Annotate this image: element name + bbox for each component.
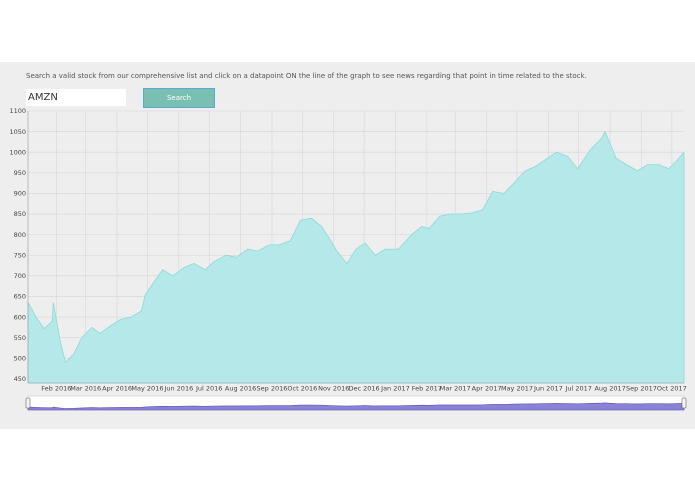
y-tick-label: 950 xyxy=(14,169,26,177)
y-tick-label: 850 xyxy=(14,210,26,218)
x-tick-label: Oct 2017 xyxy=(657,385,687,393)
x-tick-label: Nov 2016 xyxy=(318,385,349,393)
price-area xyxy=(27,130,685,384)
stock-search-input[interactable] xyxy=(26,89,126,106)
x-tick-label: Aug 2017 xyxy=(594,385,625,393)
y-tick-label: 700 xyxy=(14,272,26,280)
y-tick-label: 1050 xyxy=(9,128,26,136)
search-button[interactable]: Search xyxy=(143,88,215,108)
x-tick-label: May 2016 xyxy=(131,385,163,393)
y-tick-label: 500 xyxy=(14,354,26,362)
navigator-series xyxy=(27,402,685,411)
x-tick-label: Jul 2016 xyxy=(195,385,222,393)
instructions-text: Search a valid stock from our comprehens… xyxy=(26,72,587,80)
x-tick-label: May 2017 xyxy=(501,385,533,393)
y-tick-label: 800 xyxy=(14,231,26,239)
y-tick-label: 900 xyxy=(14,190,26,198)
x-tick-label: Oct 2016 xyxy=(287,385,317,393)
y-tick-label: 450 xyxy=(14,375,26,383)
x-tick-label: Jun 2016 xyxy=(163,385,193,393)
x-tick-label: Aug 2016 xyxy=(225,385,256,393)
x-tick-label: Jul 2017 xyxy=(564,385,591,393)
x-tick-label: Jan 2017 xyxy=(380,385,410,393)
y-tick-label: 750 xyxy=(14,251,26,259)
navigator-left-handle[interactable] xyxy=(25,397,31,409)
navigator-right-handle[interactable] xyxy=(681,397,687,409)
x-tick-label: Jun 2017 xyxy=(533,385,563,393)
y-tick-label: 1000 xyxy=(9,148,26,156)
x-tick-label: Mar 2017 xyxy=(440,385,471,393)
y-tick-label: 550 xyxy=(14,334,26,342)
x-tick-label: Sep 2017 xyxy=(626,385,657,393)
y-tick-label: 600 xyxy=(14,313,26,321)
x-tick-label: Apr 2017 xyxy=(472,385,502,393)
y-tick-label: 1100 xyxy=(9,107,26,115)
x-tick-label: Feb 2017 xyxy=(412,385,442,393)
y-tick-label: 650 xyxy=(14,293,26,301)
x-tick-label: Feb 2016 xyxy=(41,385,71,393)
x-tick-label: Mar 2016 xyxy=(70,385,101,393)
x-tick-label: Sep 2016 xyxy=(257,385,288,393)
x-tick-label: Dec 2016 xyxy=(349,385,380,393)
x-tick-label: Apr 2016 xyxy=(102,385,132,393)
